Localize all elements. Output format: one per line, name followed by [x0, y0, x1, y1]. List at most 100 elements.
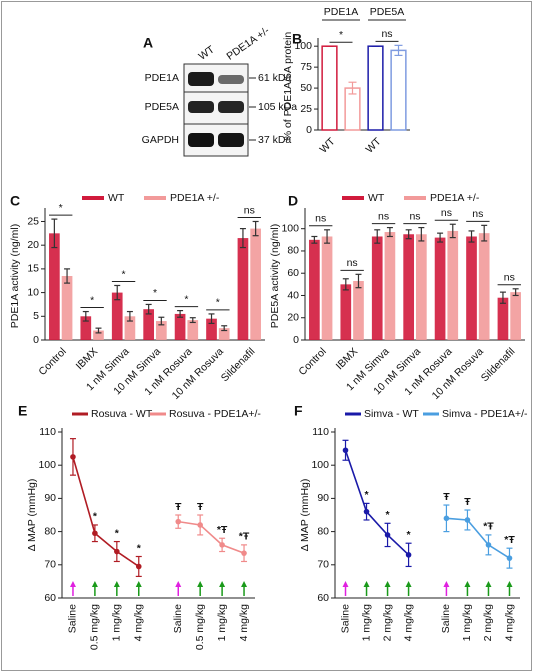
point	[405, 552, 412, 558]
x-tick-label: 4 mg/kg	[503, 604, 515, 642]
line	[344, 450, 410, 556]
blot-row-label: PDE1A	[145, 72, 179, 84]
bar	[156, 321, 167, 340]
point	[241, 550, 247, 556]
annotation: *	[115, 527, 120, 539]
y-tick-label: 50	[300, 82, 312, 94]
annotation: Ŧ	[443, 491, 450, 503]
bar	[93, 330, 104, 340]
arrow-head	[443, 581, 450, 587]
y-axis-label: PDE5A activity (ng/ml)	[269, 224, 281, 328]
blot-band	[218, 75, 244, 84]
bar	[390, 49, 407, 131]
y-tick-label: 90	[44, 492, 56, 504]
group-label: PDE1A	[324, 6, 358, 18]
bar	[416, 234, 427, 340]
point	[135, 563, 142, 570]
x-tick-label: Saline	[67, 604, 79, 633]
x-tick-label: 0.5 mg/kg	[194, 604, 206, 650]
blot-size-label: 37 kDa	[258, 134, 291, 146]
annotation: *Ŧ	[239, 531, 250, 543]
arrow-head	[342, 581, 349, 587]
arrow-head	[135, 581, 142, 587]
legend-label: Rosuva - PDE1A+/-	[169, 408, 261, 420]
y-tick-label: 25	[300, 103, 312, 115]
arrow-head	[197, 581, 204, 587]
y-tick-label: 70	[317, 559, 329, 571]
annotation: ns	[347, 257, 358, 269]
point	[175, 518, 182, 525]
bar	[49, 233, 60, 340]
annotation: ns	[244, 204, 255, 216]
bar	[143, 309, 154, 340]
annotation: *	[153, 287, 157, 299]
x-tick-label: Saline	[339, 604, 351, 633]
annotation: *	[93, 511, 98, 523]
annotation: *	[364, 489, 369, 501]
point	[70, 454, 76, 460]
bar	[174, 313, 186, 340]
y-tick-label: 70	[44, 559, 56, 571]
x-tick-label: 1 mg/kg	[111, 604, 123, 642]
bar	[353, 281, 364, 340]
y-tick-label: 40	[287, 289, 299, 301]
point	[384, 532, 391, 538]
bar	[218, 328, 230, 340]
arrow-head	[219, 581, 226, 587]
point	[506, 555, 513, 561]
x-tick-label: WT	[318, 135, 338, 155]
legend-label: Rosuva - WT	[91, 408, 153, 420]
y-tick-label: 75	[300, 61, 312, 73]
group-label: PDE5A	[370, 6, 404, 18]
bar	[434, 237, 446, 340]
annotation: *	[90, 294, 94, 306]
blot-row-label: PDE5A	[145, 101, 179, 113]
blot-band	[188, 101, 214, 113]
panel-label: C	[10, 193, 20, 209]
panel-label: D	[288, 193, 298, 209]
bar	[61, 276, 73, 340]
y-tick-label: 100	[38, 459, 56, 471]
y-tick-label: 100	[294, 40, 312, 52]
annotation: *	[59, 202, 63, 214]
y-tick-label: 90	[317, 492, 329, 504]
panel-label: E	[18, 403, 27, 419]
x-tick-label: 2 mg/kg	[381, 604, 393, 642]
bar	[124, 316, 136, 340]
arrow-head	[464, 581, 471, 587]
annotation: *Ŧ	[504, 534, 515, 546]
point	[443, 515, 450, 522]
blot-band	[218, 101, 244, 113]
bar	[403, 234, 414, 340]
y-tick-label: 25	[27, 215, 39, 227]
annotation: *Ŧ	[483, 521, 494, 533]
x-tick-label: Saline	[440, 604, 452, 633]
annotation: *	[216, 297, 220, 309]
x-tick-label: 1 mg/kg	[461, 604, 473, 642]
annotation: ns	[504, 272, 515, 284]
bar	[478, 233, 490, 340]
bar	[384, 232, 396, 340]
y-tick-label: 15	[27, 263, 39, 275]
x-tick-label: IBMX	[74, 346, 101, 373]
blot-size-label: 61 kDa	[258, 72, 291, 84]
bar	[321, 45, 338, 131]
annotation: *	[137, 542, 142, 554]
bar	[367, 45, 384, 131]
panel-label: B	[292, 31, 302, 47]
bar	[371, 236, 383, 340]
annotation: *	[339, 29, 343, 41]
y-axis-label: PDE1A activity (ng/ml)	[9, 224, 21, 328]
point	[114, 548, 120, 555]
x-tick-label: WT	[364, 135, 384, 155]
legend-label: WT	[108, 192, 125, 204]
arrow-head	[113, 581, 120, 587]
x-tick-label: 1 mg/kg	[216, 604, 228, 642]
y-tick-label: 110	[39, 426, 56, 438]
arrow-head	[485, 581, 492, 587]
annotation: Ŧ	[464, 496, 471, 508]
y-axis-label: Δ MAP (mmHg)	[299, 479, 311, 552]
annotation: ns	[381, 28, 392, 40]
blot-band	[188, 133, 214, 147]
bar	[466, 236, 477, 340]
